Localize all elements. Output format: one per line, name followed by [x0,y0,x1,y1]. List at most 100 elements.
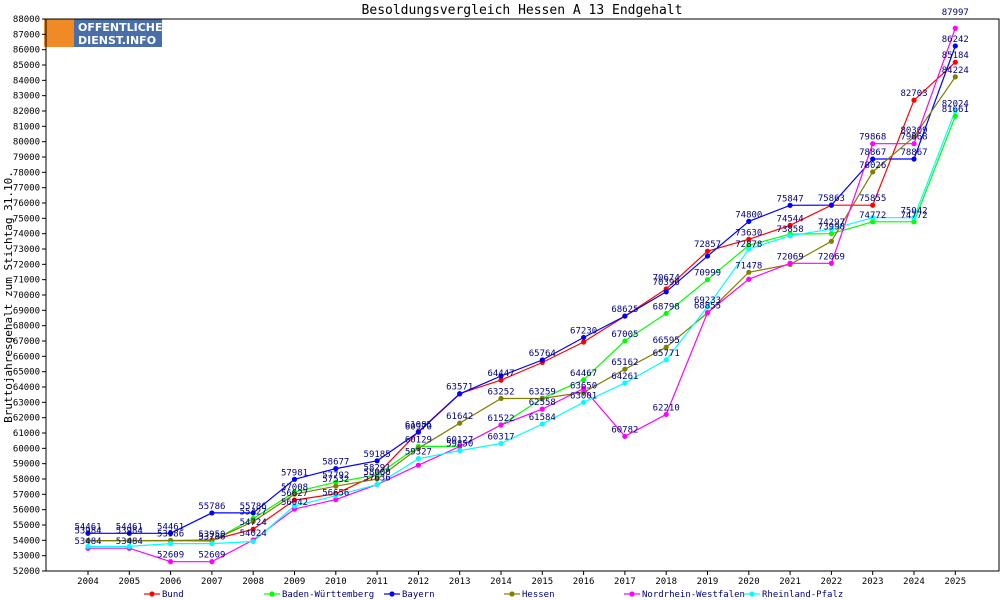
data-label: 54461 [157,522,184,532]
y-tick-label: 74000 [13,230,40,240]
data-point-bayern [870,156,876,162]
legend-marker-icon [749,591,755,597]
data-label: 73858 [777,225,804,235]
data-point-baden-w-rttemberg [746,242,752,248]
data-point-bayern [663,289,669,295]
data-point-rheinland-pfalz [415,456,421,462]
data-label: 60127 [446,435,473,445]
data-point-rheinland-pfalz [457,448,463,454]
data-point-nordrhein-westfalen [746,276,752,282]
data-point-rheinland-pfalz [539,421,545,427]
y-tick-label: 72000 [13,260,40,270]
data-label: 86242 [942,35,969,45]
data-label: 79868 [900,133,927,143]
data-label: 70674 [653,274,680,284]
data-point-hessen [828,238,835,244]
data-point-bayern [415,429,421,435]
legend-label: Hessen [522,590,555,600]
legend-label: Baden-Württemberg [282,590,374,600]
x-tick-label: 2024 [903,577,925,587]
data-label: 64261 [611,372,638,382]
data-label: 65162 [611,358,638,368]
x-tick-label: 2019 [697,577,719,587]
y-tick-label: 77000 [13,184,40,194]
data-point-bund [250,526,256,532]
y-tick-label: 63000 [13,398,40,408]
y-tick-label: 69000 [13,306,40,316]
y-tick-label: 56000 [13,506,40,516]
legend-marker-icon [389,591,395,597]
data-label: 56656 [322,489,349,499]
y-axis: 52000 53000 54000 55000 56000 57000 58000 59000… [13,15,46,577]
x-tick-label: 2016 [573,577,595,587]
data-point-rheinland-pfalz [746,246,752,252]
y-tick-label: 71000 [13,276,40,286]
data-label: 68798 [653,302,680,312]
data-point-bayern [787,202,793,208]
data-point-bayern [291,476,298,482]
data-point-bund [911,97,917,103]
data-label: 58291 [364,464,391,474]
data-point-nordrhein-westfalen [168,559,174,565]
data-label: 60129 [405,435,432,445]
y-tick-label: 64000 [13,383,40,393]
data-point-hessen [911,134,917,140]
data-label: 53484 [74,537,101,547]
data-point-rheinland-pfalz [333,493,339,499]
data-label: 65764 [529,349,556,359]
y-tick-label: 57000 [13,490,40,500]
data-label: 68625 [611,305,638,315]
data-label: 58677 [322,458,349,468]
data-label: 73630 [735,228,762,238]
y-tick-label: 60000 [13,444,40,454]
data-label: 55786 [240,502,267,512]
data-label: 81661 [942,105,969,115]
data-label: 61085 [405,421,432,431]
data-label: 52609 [198,551,225,561]
data-label: 75847 [777,194,804,204]
data-label: 71478 [735,261,762,271]
data-label: 70999 [694,269,721,279]
y-tick-label: 84000 [13,76,40,86]
data-point-bund [787,222,793,228]
data-point-bayern [828,202,835,208]
data-point-bayern [126,530,132,536]
data-label: 56627 [281,489,308,499]
data-point-hessen [870,169,876,175]
data-point-rheinland-pfalz [787,233,793,239]
y-tick-label: 82000 [13,107,40,117]
x-tick-label: 2008 [242,577,264,587]
y-tick-label: 79000 [13,153,40,163]
data-label: 61522 [487,414,514,424]
data-point-hessen [250,518,256,525]
data-label: 70396 [653,278,680,288]
data-label: 53984 [74,526,101,536]
data-label: 54461 [74,522,101,532]
data-point-bayern [168,530,174,536]
series-line-rheinland-pfalz [88,110,956,548]
data-point-baden-w-rttemberg [870,219,876,225]
legend-label: Bund [162,590,184,600]
data-label: 53950 [198,530,225,540]
logo-text-line-2: DIENST.INFO [78,34,156,47]
series-line-hessen [88,76,956,542]
data-point-nordrhein-westfalen [704,309,711,316]
series-line-bayern [88,45,956,534]
y-tick-label: 81000 [13,122,40,132]
data-point-nordrhein-westfalen [457,443,463,450]
series-line-bund [88,61,956,542]
y-tick-label: 67000 [13,337,40,347]
x-tick-label: 2017 [614,577,636,587]
data-point-nordrhein-westfalen [333,497,339,503]
logo-text-line-1: OFFENTLICHER [78,21,171,34]
y-tick-label: 75000 [13,214,40,224]
data-label: 74772 [900,211,927,221]
data-label: 78867 [900,148,927,158]
data-point-nordrhein-westfalen [622,433,628,439]
x-tick-label: 2025 [944,577,966,587]
y-tick-label: 86000 [13,46,40,56]
y-tick-label: 52000 [13,567,40,577]
data-label: 74772 [859,211,886,221]
